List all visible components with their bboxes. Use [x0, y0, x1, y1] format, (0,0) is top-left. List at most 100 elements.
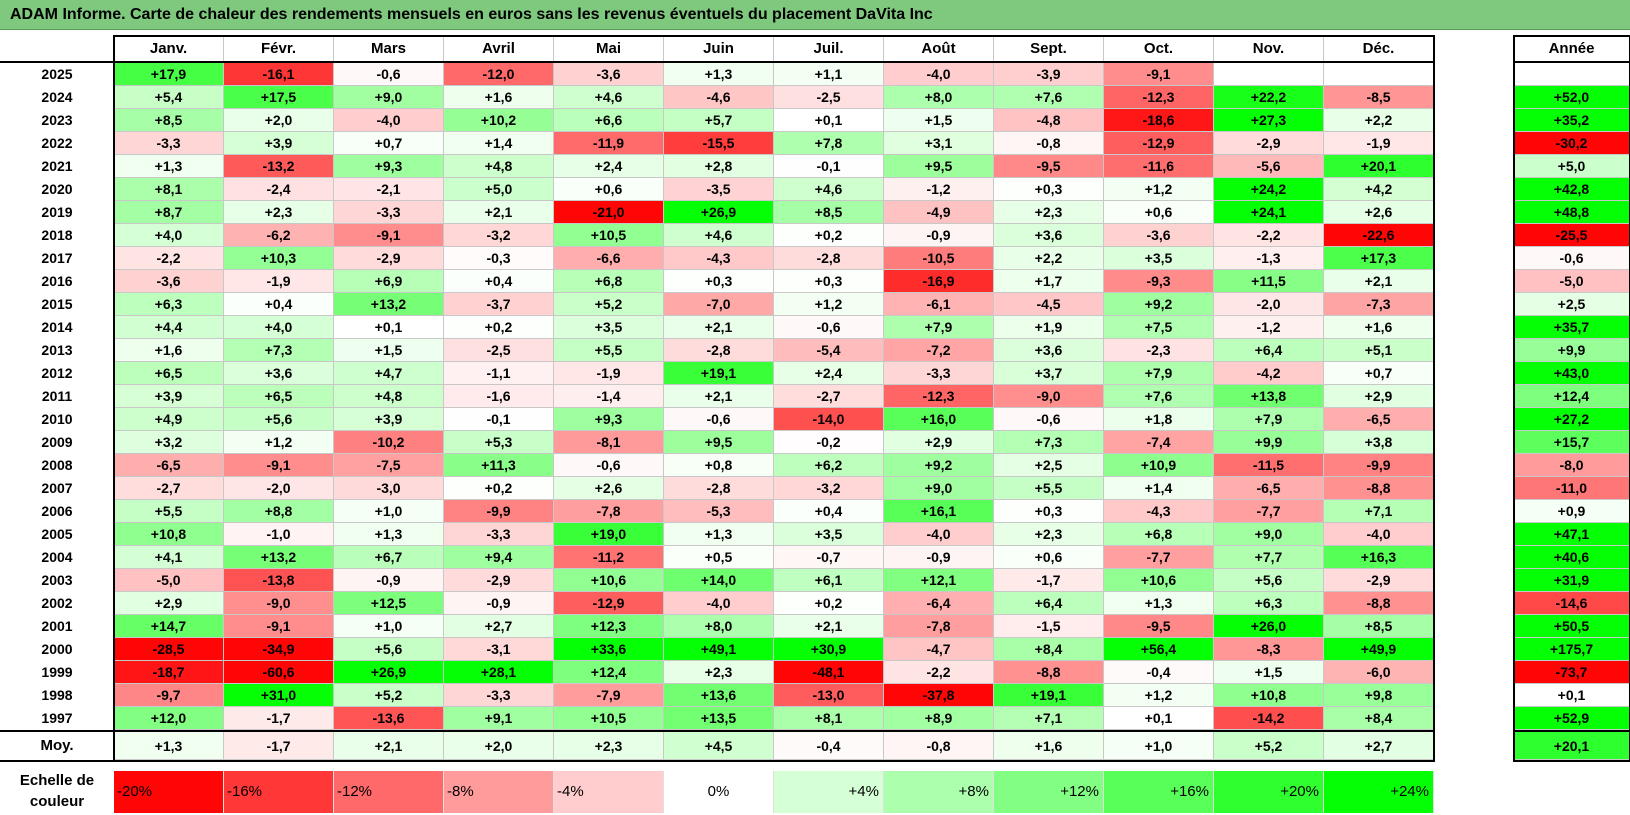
heatmap-cell: -1,7	[994, 569, 1104, 592]
heatmap-cell: -12,3	[884, 385, 994, 408]
row-year-label: 2017	[41, 250, 73, 266]
heatmap-cell: -1,7	[224, 707, 334, 730]
heatmap-cell: -1,2	[1214, 316, 1324, 339]
heatmap-cell: -1,2	[884, 178, 994, 201]
heatmap-cell: -9,9	[1324, 454, 1434, 477]
heatmap-cell: +27,3	[1214, 109, 1324, 132]
heatmap-cell: -0,4	[1104, 661, 1214, 684]
heatmap-cell: -2,9	[1324, 569, 1434, 592]
heatmap-cell: +1,2	[1104, 178, 1214, 201]
month-header: Juin	[664, 36, 774, 62]
heatmap-cell: +30,9	[774, 638, 884, 661]
heatmap-cell: +1,3	[1104, 592, 1214, 615]
average-label: Moy.	[40, 737, 74, 754]
heatmap-cell: +6,7	[334, 546, 444, 569]
heatmap-cell: -0,6	[664, 408, 774, 431]
heatmap-cell: +9,4	[444, 546, 554, 569]
heatmap-cell: +2,3	[224, 201, 334, 224]
heatmap-cell: -12,9	[554, 592, 664, 615]
month-header: Oct.	[1104, 36, 1214, 62]
annual-cell: -14,6	[1514, 592, 1630, 615]
annual-cell: +5,0	[1514, 155, 1630, 178]
heatmap-cell: -6,6	[554, 247, 664, 270]
heatmap-cell: -3,7	[444, 293, 554, 316]
heatmap-cell: +0,2	[444, 316, 554, 339]
heatmap-cell: +1,1	[774, 63, 884, 86]
heatmap-cell: -0,6	[994, 408, 1104, 431]
row-year-label: 2008	[41, 457, 73, 473]
row-year-label: 2015	[41, 296, 73, 312]
month-header: Sept.	[994, 36, 1104, 62]
heatmap-cell: +49,1	[664, 638, 774, 661]
heatmap-cell: -6,5	[1214, 477, 1324, 500]
heatmap-cell: +2,6	[554, 477, 664, 500]
heatmap-cell: +0,1	[1104, 707, 1214, 730]
heatmap-cell: -7,7	[1214, 500, 1324, 523]
heatmap-cell: +2,3	[994, 201, 1104, 224]
heatmap-cell: -1,9	[224, 270, 334, 293]
heatmap-cell: +7,8	[774, 132, 884, 155]
average-cell: +5,2	[1214, 732, 1324, 760]
heatmap-cell: -1,0	[224, 523, 334, 546]
heatmap-cell: +9,5	[884, 155, 994, 178]
heatmap-cell: +0,5	[664, 546, 774, 569]
annual-cell: -11,0	[1514, 477, 1630, 500]
heatmap-cell: +8,0	[884, 86, 994, 109]
heatmap-cell: -2,8	[774, 247, 884, 270]
heatmap-cell: +8,5	[774, 201, 884, 224]
heatmap-cell: -3,3	[444, 684, 554, 707]
heatmap-cell: -0,6	[774, 316, 884, 339]
heatmap-cell: +9,3	[334, 155, 444, 178]
heatmap-cell: -2,8	[664, 339, 774, 362]
heatmap-cell: -2,9	[1214, 132, 1324, 155]
heatmap-cell: +0,1	[774, 109, 884, 132]
heatmap-cell: +8,4	[1324, 707, 1434, 730]
heatmap-cell: +1,3	[334, 523, 444, 546]
heatmap-cell: +1,5	[884, 109, 994, 132]
heatmap-cell: -0,8	[994, 132, 1104, 155]
month-header: Déc.	[1324, 36, 1434, 62]
heatmap-cell: -4,0	[884, 63, 994, 86]
row-year-label: 2016	[41, 273, 73, 289]
heatmap-cell: +0,4	[774, 500, 884, 523]
heatmap-cell: +2,3	[664, 661, 774, 684]
heatmap-cell: +2,9	[884, 431, 994, 454]
heatmap-cell: +1,6	[444, 86, 554, 109]
heatmap-cell: +7,6	[994, 86, 1104, 109]
heatmap-cell: +5,0	[444, 178, 554, 201]
heatmap-cell: -9,1	[1104, 63, 1214, 86]
heatmap-cell: -18,6	[1104, 109, 1214, 132]
heatmap-cell: -6,0	[1324, 661, 1434, 684]
heatmap-cell: +7,5	[1104, 316, 1214, 339]
heatmap-cell: +22,2	[1214, 86, 1324, 109]
heatmap-cell: -8,8	[1324, 477, 1434, 500]
annual-cell: +2,5	[1514, 293, 1630, 316]
color-scale-step: -16%	[224, 771, 334, 813]
annual-cell: -73,7	[1514, 661, 1630, 684]
row-year-label: 2002	[41, 595, 73, 611]
heatmap-cell: -8,3	[1214, 638, 1324, 661]
annual-cell: +42,8	[1514, 178, 1630, 201]
heatmap-cell: -7,9	[554, 684, 664, 707]
annual-cell: -5,0	[1514, 270, 1630, 293]
heatmap-cell: +10,6	[1104, 569, 1214, 592]
heatmap-cell: -3,2	[774, 477, 884, 500]
heatmap-cell: +9,0	[334, 86, 444, 109]
annual-cell: +35,7	[1514, 316, 1630, 339]
heatmap-cell: -0,3	[444, 247, 554, 270]
month-header: Mai	[554, 36, 664, 62]
heatmap-cell: +2,1	[664, 316, 774, 339]
heatmap-cell: +9,2	[1104, 293, 1214, 316]
month-header: Févr.	[224, 36, 334, 62]
heatmap-cell: +13,6	[664, 684, 774, 707]
heatmap-cell: -11,9	[554, 132, 664, 155]
color-scale-label: Echelle de couleur	[19, 772, 95, 810]
heatmap-cell: -4,0	[334, 109, 444, 132]
heatmap-cell: +4,1	[114, 546, 224, 569]
heatmap-cell: +4,6	[774, 178, 884, 201]
heatmap-cell: +5,6	[224, 408, 334, 431]
heatmap-cell: -0,9	[334, 569, 444, 592]
heatmap-cell: -4,0	[884, 523, 994, 546]
annual-cell: +43,0	[1514, 362, 1630, 385]
heatmap-cell: +0,3	[994, 178, 1104, 201]
